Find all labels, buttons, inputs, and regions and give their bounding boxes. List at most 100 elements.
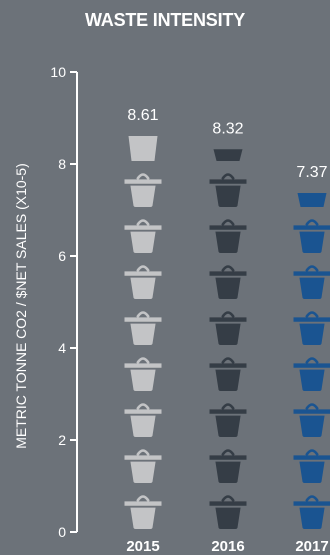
data-label: 7.37 [296,164,327,181]
y-tick-label: 2 [58,432,66,448]
trash-can-icon [124,495,162,529]
trash-can-icon [124,403,162,437]
trash-can-icon [293,495,330,529]
trash-can-icon [209,403,247,437]
can-body [215,461,241,483]
data-label: 8.61 [127,107,158,124]
can-handle [305,403,319,410]
can-rim [124,271,162,276]
trash-can-icon [293,219,330,253]
can-body [299,277,325,299]
trash-can-icon [209,219,247,253]
can-handle [136,403,150,410]
can-handle [136,495,150,502]
can-body [215,231,241,253]
can-body [215,323,241,345]
can-handle [136,311,150,318]
can-rim [209,501,247,506]
can-rim [124,455,162,460]
can-handle [221,265,235,272]
can-rim [293,271,330,276]
can-rim [124,225,162,230]
can-body [299,507,325,529]
can-body [215,507,241,529]
can-handle [136,357,150,364]
can-handle [221,219,235,226]
y-tick-label: 8 [58,156,66,172]
y-tick-label: 6 [58,248,66,264]
can-body [215,369,241,391]
trash-can-icon [124,173,162,207]
can-rim [293,317,330,322]
can-rim [209,179,247,184]
trash-can-icon [209,173,247,207]
can-rim [209,363,247,368]
can-body [130,461,156,483]
trash-can-icon [124,265,162,299]
bar-2016 [209,149,247,529]
can-rim [124,179,162,184]
partial-can-segment [213,149,243,161]
can-handle [305,219,319,226]
can-body [215,277,241,299]
can-handle [305,357,319,364]
trash-can-icon [209,495,247,529]
y-tick-label: 0 [58,524,66,540]
can-handle [305,449,319,456]
trash-can-icon [209,311,247,345]
trash-can-icon [293,311,330,345]
can-handle [136,219,150,226]
can-body [130,277,156,299]
trash-can-icon [293,449,330,483]
can-rim [209,455,247,460]
y-tick-label: 10 [50,64,66,80]
can-handle [221,357,235,364]
can-handle [221,495,235,502]
can-body [130,231,156,253]
can-body [130,415,156,437]
x-tick-label: 2016 [211,538,244,555]
can-rim [293,363,330,368]
can-body [299,461,325,483]
trash-can-icon [124,219,162,253]
can-handle [305,265,319,272]
can-body [215,185,241,207]
can-handle [136,265,150,272]
can-rim [293,409,330,414]
can-handle [136,173,150,180]
can-rim [124,501,162,506]
x-tick-label: 2017 [295,538,328,555]
chart-title: WASTE INTENSITY [84,10,245,30]
can-handle [221,173,235,180]
can-rim [124,317,162,322]
can-rim [293,225,330,230]
can-handle [221,311,235,318]
can-body [215,415,241,437]
trash-can-icon [209,265,247,299]
can-handle [136,449,150,456]
can-rim [209,271,247,276]
can-body [299,231,325,253]
can-rim [209,317,247,322]
can-body [299,369,325,391]
can-rim [209,409,247,414]
trash-can-icon [124,449,162,483]
can-rim [209,225,247,230]
can-handle [305,495,319,502]
can-body [130,323,156,345]
can-rim [124,363,162,368]
trash-can-icon [293,265,330,299]
can-rim [293,501,330,506]
partial-can-segment [297,192,327,207]
can-body [299,323,325,345]
trash-can-icon [124,357,162,391]
can-handle [221,403,235,410]
can-rim [124,409,162,414]
partial-can-segment [128,135,158,161]
data-label: 8.32 [212,120,243,137]
can-body [130,507,156,529]
bar-2015 [124,135,162,529]
can-body [130,369,156,391]
bar-2017 [293,192,330,529]
